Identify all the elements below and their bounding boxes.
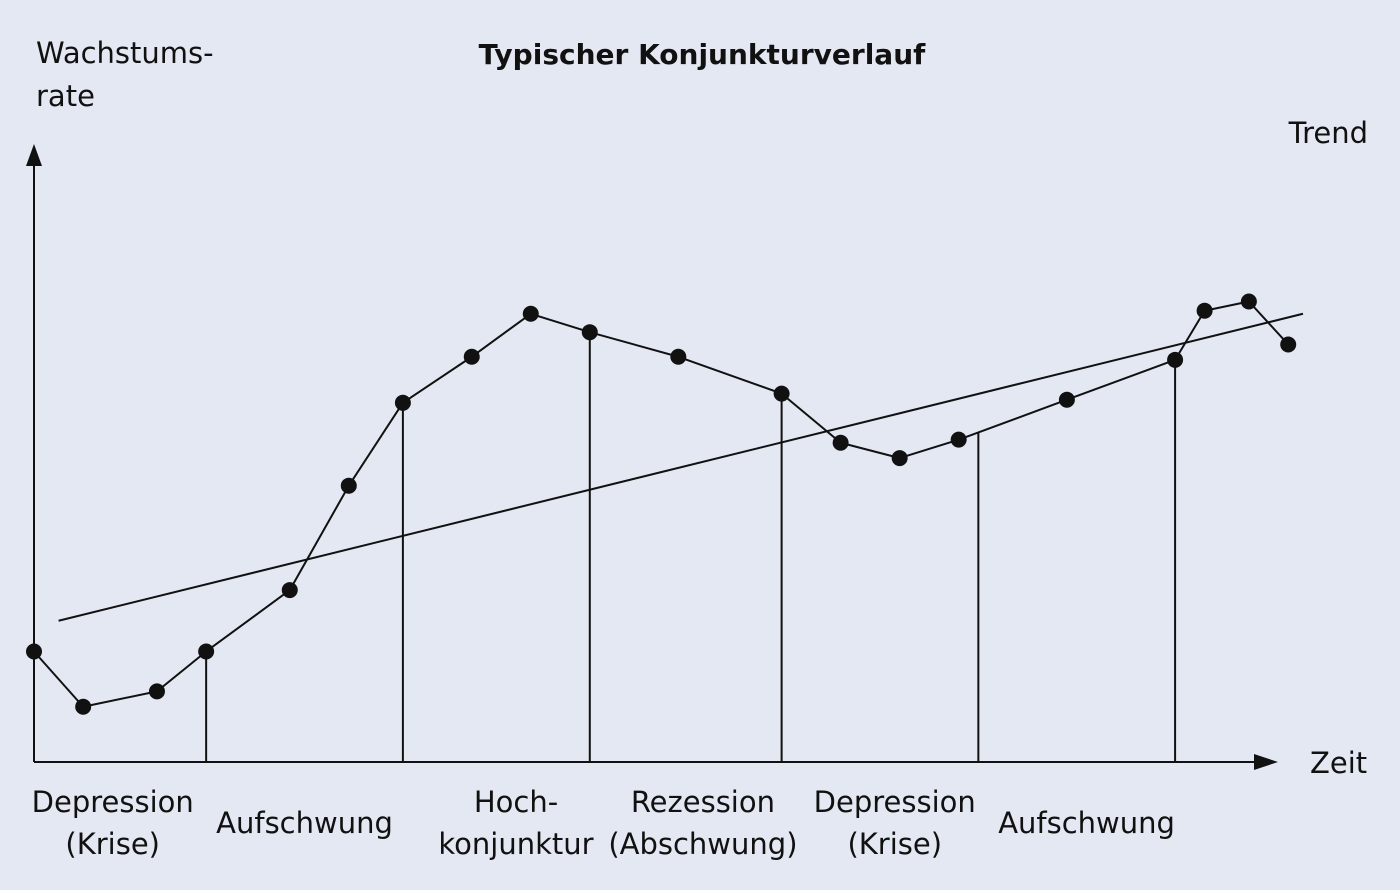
data-point — [891, 450, 908, 467]
data-point — [340, 477, 357, 494]
phase-labels: Depression (Krise) Aufschwung Hoch-konjunkt… — [32, 785, 1175, 861]
data-point — [75, 698, 92, 715]
data-point — [1167, 351, 1184, 368]
phase-label: Aufschwung — [998, 806, 1175, 840]
data-point — [26, 643, 42, 660]
phase-label: Depression — [814, 785, 976, 819]
data-point — [148, 683, 165, 700]
data-point — [281, 582, 298, 599]
phase-label: Hoch- — [474, 785, 558, 819]
phase-label: konjunktur — [438, 827, 593, 861]
phase-label: (Krise) — [847, 827, 942, 861]
trend-line-group — [58, 312, 1304, 622]
y-axis-arrow-icon — [26, 144, 42, 166]
phase-label: Rezession — [631, 785, 775, 819]
data-point — [950, 431, 967, 448]
data-point — [463, 348, 480, 365]
phase-label: (Abschwung) — [608, 827, 797, 861]
y-axis-label-line-2: rate — [36, 79, 95, 113]
data-point — [1240, 293, 1257, 310]
trend-label: Trend — [1288, 116, 1368, 150]
data-point — [832, 434, 849, 451]
chart-title: Typischer Konjunkturverlauf — [479, 38, 926, 71]
data-point — [1058, 391, 1075, 408]
series-group — [26, 293, 1297, 715]
data-point — [394, 394, 411, 411]
data-point — [773, 385, 790, 402]
y-axis-label-line-1: Wachstums- — [36, 36, 214, 70]
phase-label: (Krise) — [65, 827, 160, 861]
phase-label: Depression — [32, 785, 194, 819]
x-axis-arrow-icon — [1254, 754, 1278, 770]
phase-boundary-lines — [205, 332, 1177, 762]
data-point — [1196, 302, 1213, 319]
data-point — [670, 348, 687, 365]
trend-line — [58, 312, 1304, 622]
x-axis-label: Zeit — [1310, 746, 1367, 780]
data-point — [522, 305, 539, 322]
data-point — [581, 324, 598, 341]
data-point — [198, 643, 215, 660]
phase-label: Aufschwung — [216, 806, 393, 840]
series-line — [33, 300, 1289, 708]
data-point — [1280, 336, 1297, 353]
